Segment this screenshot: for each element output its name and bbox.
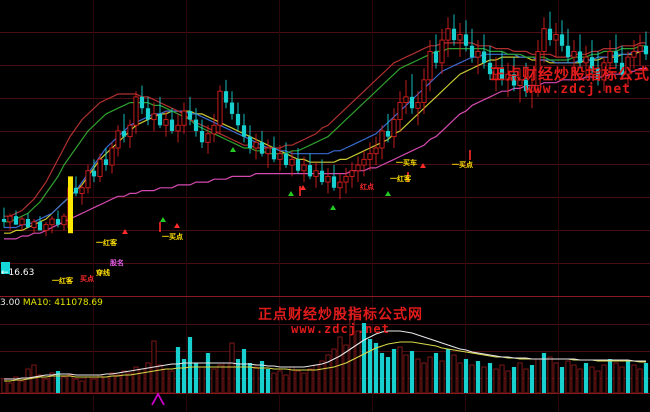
panel-divider	[0, 296, 650, 297]
chart-annotation: 股名	[110, 259, 124, 267]
volume-ma10-readout: MA10: 411078.69	[22, 298, 103, 308]
volume-indicator-value: 3.00	[0, 298, 21, 308]
chart-annotation: 穿线	[96, 269, 110, 277]
price-chart-panel[interactable]	[0, 0, 650, 296]
volume-bar-plot	[1, 306, 649, 406]
volume-chart-panel[interactable]	[0, 297, 650, 412]
chart-annotation: 一买点	[162, 233, 183, 241]
chart-annotation: 红点	[360, 183, 374, 191]
chart-annotation: 一买车	[396, 159, 417, 167]
price-axis-label: ←16.63	[1, 268, 35, 278]
chart-annotation: 买点	[80, 275, 94, 283]
chart-annotation: 一红客	[96, 239, 117, 247]
price-axis-marker	[1, 262, 10, 274]
volume-indicator-readout: 3.00 MA10: 411078.69	[0, 298, 103, 308]
price-candlestick-plot	[1, 11, 649, 240]
chart-annotation: 一红客	[52, 277, 73, 285]
chart-annotation: 一红客	[390, 175, 411, 183]
chart-annotation: 一买点	[452, 161, 473, 169]
